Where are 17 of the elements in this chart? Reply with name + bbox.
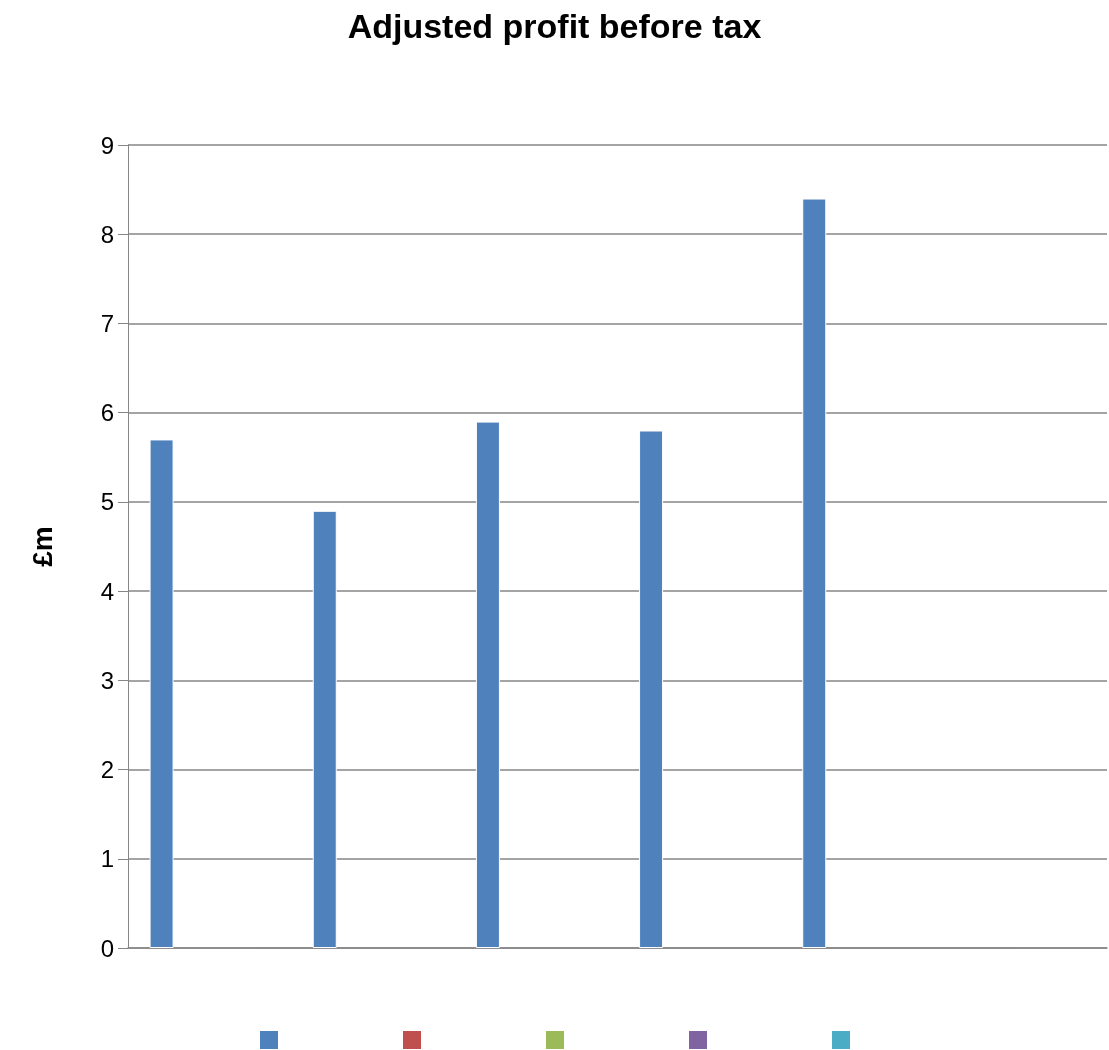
bar [639, 430, 664, 948]
bar [475, 421, 500, 948]
y-tick-label: 8 [100, 220, 114, 248]
y-tick-label: 6 [100, 399, 114, 427]
y-tick-label: 7 [100, 309, 114, 337]
y-tick-label: 2 [100, 756, 114, 784]
y-tick-label: 3 [100, 666, 114, 694]
y-tick-label: 0 [100, 934, 114, 962]
bar [149, 439, 174, 948]
y-tick-label: 1 [100, 845, 114, 873]
y-tick-label: 4 [100, 577, 114, 605]
y-tick-label: 9 [100, 131, 114, 159]
y-tick-label: 5 [100, 488, 114, 516]
bar [802, 198, 827, 948]
chart-title: Adjusted profit before tax [347, 7, 762, 45]
bar [312, 510, 337, 948]
y-axis-title: £m [26, 526, 58, 567]
